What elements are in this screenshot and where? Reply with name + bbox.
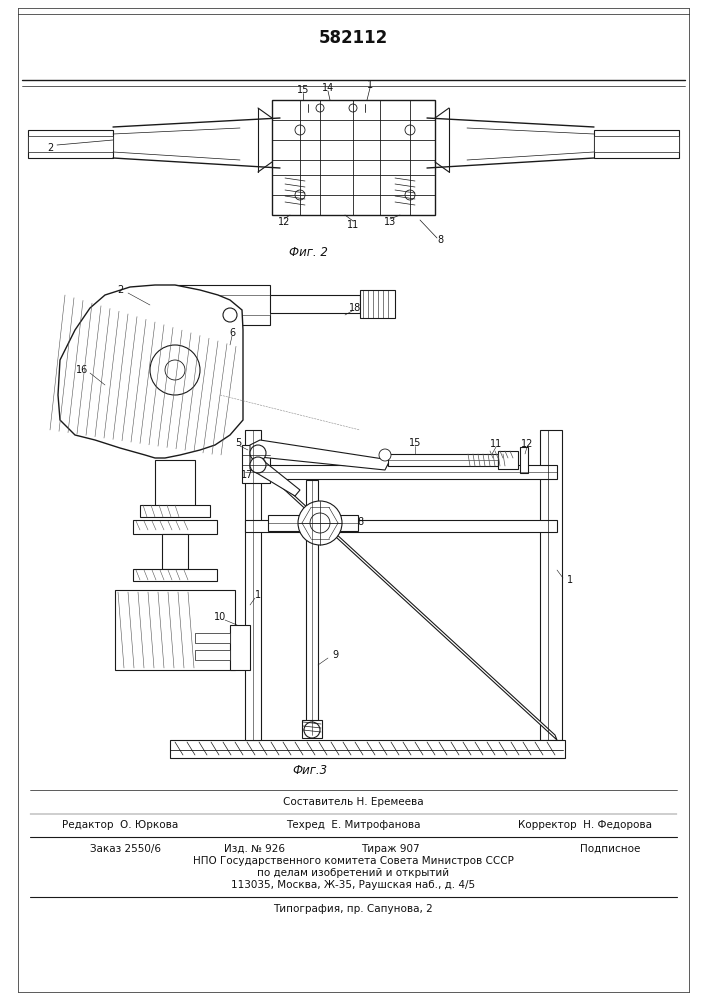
Bar [170,295,270,315]
Text: 5: 5 [235,438,241,448]
Text: 582112: 582112 [318,29,387,47]
Polygon shape [250,440,390,470]
Text: Тираж 907: Тираж 907 [361,844,419,854]
Bar [520,447,528,473]
Text: Заказ 2550/6: Заказ 2550/6 [90,844,161,854]
Text: Фиг. 2: Фиг. 2 [288,245,327,258]
Bar [498,451,518,469]
Circle shape [405,190,415,200]
Text: 15: 15 [409,438,421,448]
Circle shape [165,360,185,380]
Text: Фиг.3: Фиг.3 [293,764,327,776]
Bar [140,505,210,517]
Bar [230,625,250,670]
Polygon shape [250,456,300,496]
Text: 16: 16 [76,365,88,375]
Bar [133,520,217,534]
Text: 14: 14 [322,83,334,93]
Circle shape [304,722,320,738]
Bar [28,136,113,152]
Circle shape [316,104,324,112]
Text: 1: 1 [255,590,261,600]
Text: 10: 10 [214,612,226,622]
Circle shape [250,457,266,473]
Circle shape [379,449,391,461]
Circle shape [295,125,305,135]
Text: Редактор  О. Юркова: Редактор О. Юркова [62,820,178,830]
Bar [268,515,358,531]
Bar [170,740,565,758]
Bar [195,633,230,643]
Bar [302,720,322,738]
Circle shape [298,501,342,545]
Bar [195,650,230,660]
Text: 15: 15 [297,85,309,95]
Bar [272,100,435,215]
Bar [245,520,557,532]
Circle shape [223,308,237,322]
Text: 2: 2 [47,143,53,153]
Bar [115,590,235,670]
Bar [242,445,270,483]
Circle shape [295,190,305,200]
Text: Типография, пр. Сапунова, 2: Типография, пр. Сапунова, 2 [273,904,433,914]
Text: 13: 13 [384,217,396,227]
Text: 3: 3 [255,450,261,460]
Bar [360,290,395,318]
Bar [245,430,261,740]
Circle shape [349,104,357,112]
Bar [162,534,188,569]
Bar [594,130,679,158]
Text: 2: 2 [117,285,123,295]
Bar [388,454,498,466]
Text: 11: 11 [347,220,359,230]
Bar [540,430,562,740]
Text: 1: 1 [367,80,373,90]
Text: Техред  Е. Митрофанова: Техред Е. Митрофанова [286,820,420,830]
Text: Составитель Н. Еремеева: Составитель Н. Еремеева [283,797,423,807]
Text: Корректор  Н. Федорова: Корректор Н. Федорова [518,820,652,830]
Text: 6: 6 [229,328,235,338]
Bar [270,295,360,313]
Bar [170,285,270,325]
Bar [594,136,679,152]
Bar [28,130,113,158]
Text: 8: 8 [357,517,363,527]
Text: 8: 8 [437,235,443,245]
Text: по делам изобретений и открытий: по делам изобретений и открытий [257,868,449,878]
Bar [306,480,318,735]
Text: 12: 12 [278,217,290,227]
Polygon shape [261,465,557,740]
Text: 12: 12 [521,439,533,449]
Text: Изд. № 926: Изд. № 926 [225,844,286,854]
Text: Подписное: Подписное [580,844,640,854]
Circle shape [250,445,266,461]
Bar [245,465,557,479]
Text: 9: 9 [332,650,338,660]
Bar [133,569,217,581]
Text: 1: 1 [567,575,573,585]
Text: 17: 17 [241,470,253,480]
Text: 113035, Москва, Ж-35, Раушская наб., д. 4/5: 113035, Москва, Ж-35, Раушская наб., д. … [231,880,475,890]
Text: НПО Государственного комитета Совета Министров СССР: НПО Государственного комитета Совета Мин… [192,856,513,866]
Circle shape [310,513,330,533]
Circle shape [150,345,200,395]
Circle shape [405,125,415,135]
Text: 18: 18 [349,303,361,313]
Polygon shape [58,285,243,458]
Text: 11: 11 [490,439,502,449]
Bar [155,460,195,510]
